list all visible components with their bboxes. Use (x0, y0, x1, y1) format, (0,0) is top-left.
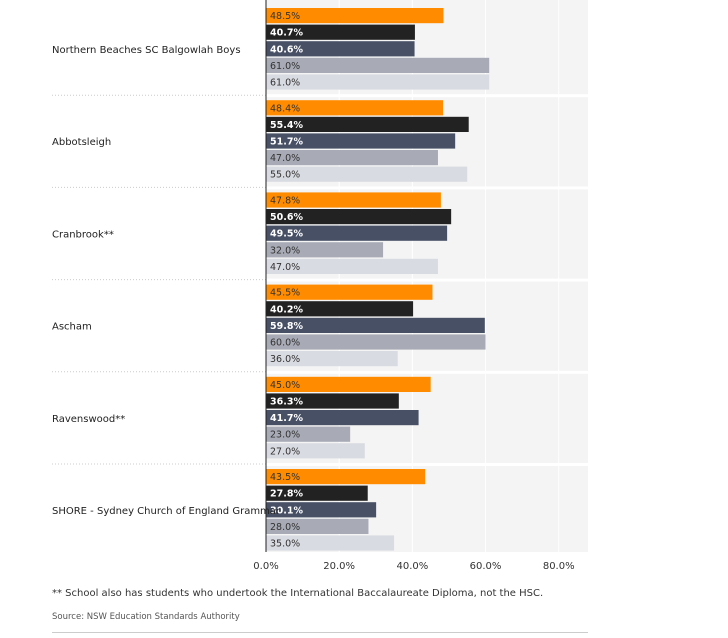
group-gap (266, 94, 588, 98)
school-label: Ascham (52, 322, 92, 333)
bar-value-label: 30.1% (270, 505, 303, 516)
bar (266, 8, 444, 24)
bar (266, 192, 441, 208)
school-label: SHORE - Sydney Church of England Grammar (52, 506, 281, 517)
bar-value-label: 47.0% (270, 262, 300, 273)
group-gap (266, 370, 588, 374)
x-tick-label: 60.0% (470, 561, 502, 572)
bar (266, 535, 395, 551)
bar (266, 242, 384, 258)
bar (266, 317, 485, 333)
x-tick-label: 80.0% (543, 561, 575, 572)
bar (266, 410, 419, 426)
bar-value-label: 28.0% (270, 522, 300, 533)
school-label: Cranbrook** (52, 229, 114, 240)
source-note: Source: NSW Education Standards Authorit… (52, 612, 240, 622)
bottom-divider (52, 632, 588, 633)
bar (266, 351, 398, 367)
bar-value-label: 36.0% (270, 354, 300, 365)
bar-value-label: 27.8% (270, 489, 303, 500)
plot-background (266, 0, 588, 552)
bar-value-label: 40.7% (270, 28, 303, 39)
group-gap (266, 278, 588, 282)
bar-value-label: 35.0% (270, 539, 300, 550)
school-label: Northern Beaches SC Balgowlah Boys (52, 45, 241, 56)
bars: 48.5% 40.7% 40.6% 61.0% 61.0% 48.4% 55.4% 51.7%… (266, 8, 490, 551)
bar (266, 100, 444, 116)
school-label: Ravenswood** (52, 414, 125, 425)
x-tick-label: 20.0% (323, 561, 355, 572)
plot-area (266, 0, 588, 552)
group-gap (266, 463, 588, 466)
bar-value-label: 59.8% (270, 321, 303, 332)
bar (266, 116, 469, 132)
bar-value-label: 41.7% (270, 413, 303, 424)
bar-value-label: 49.5% (270, 229, 303, 240)
bar (266, 376, 431, 392)
bar-value-label: 51.7% (270, 137, 303, 148)
bar-value-label: 45.0% (270, 380, 300, 391)
group-gap (266, 186, 588, 190)
bar (266, 334, 486, 350)
bar (266, 150, 438, 166)
bar-value-label: 36.3% (270, 397, 303, 408)
bar-value-label: 40.2% (270, 304, 303, 315)
bar-value-label: 47.8% (270, 196, 300, 207)
bar-value-label: 61.0% (270, 61, 300, 72)
school-labels: Northern Beaches SC Balgowlah Boys Abbots… (52, 45, 281, 517)
bar (266, 24, 415, 40)
x-tick-label: 40.0% (396, 561, 428, 572)
bar (266, 426, 351, 442)
bar (266, 393, 399, 409)
bar-value-label: 32.0% (270, 245, 300, 256)
bar (266, 133, 456, 149)
bar-value-label: 43.5% (270, 472, 300, 483)
bar (266, 41, 415, 57)
x-axis-ticks: 0.0% 20.0% 40.0% 60.0% 80.0% (253, 561, 574, 572)
group-separators (52, 94, 588, 466)
x-tick-label: 0.0% (253, 561, 278, 572)
bar-value-label: 50.6% (270, 212, 303, 223)
bar (266, 485, 368, 501)
bar-value-label: 48.4% (270, 103, 300, 114)
bar-value-label: 55.0% (270, 170, 300, 181)
bar (266, 301, 414, 317)
bar (266, 469, 426, 485)
bar-value-label: 55.4% (270, 120, 303, 131)
bar (266, 258, 438, 274)
bar-value-label: 27.0% (270, 446, 300, 457)
school-label: Abbotsleigh (52, 137, 111, 148)
bar-value-label: 61.0% (270, 78, 300, 89)
bar (266, 209, 452, 225)
bar (266, 502, 377, 518)
bar-value-label: 40.6% (270, 44, 303, 55)
bar (266, 225, 448, 241)
footnote: ** School also has students who undertoo… (52, 588, 544, 599)
bar-value-label: 45.5% (270, 288, 300, 299)
bar (266, 57, 490, 73)
bar (266, 284, 433, 300)
bar (266, 443, 365, 459)
bar-value-label: 23.0% (270, 430, 300, 441)
bar-value-label: 47.0% (270, 153, 300, 164)
bar (266, 166, 468, 182)
bar (266, 518, 369, 534)
bar-value-label: 48.5% (270, 11, 300, 22)
bar (266, 74, 490, 90)
bar-value-label: 60.0% (270, 338, 300, 349)
